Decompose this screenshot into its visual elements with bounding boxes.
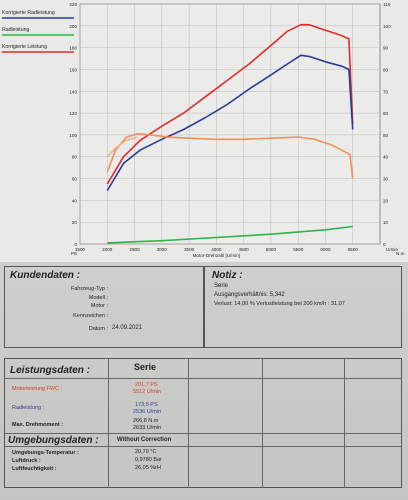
y-right-tick-label: 20 — [383, 198, 389, 203]
notiz-box — [204, 266, 402, 348]
temperatur-value: 20,70 °C — [135, 449, 157, 455]
x-tick-label: 6000 — [320, 247, 331, 252]
umgebungsdaten-heading: Umgebungsdaten : — [8, 435, 99, 446]
table-divider — [344, 358, 345, 488]
y-right-tick-label: 90 — [383, 46, 389, 51]
series-line-radleistung — [107, 225, 353, 244]
y-left-tick-label: 100 — [69, 133, 77, 138]
series-line-drehmoment-2 — [106, 136, 138, 158]
luftfeuchtigkeit-value: 26,05 %rH — [135, 465, 161, 471]
series-line-drehmoment — [106, 133, 354, 179]
dyno-chart: 0 20 40 60 80 100 120 140 160 180 200 220 PS 0 10 20 30 4… — [0, 0, 408, 262]
table-divider — [4, 446, 402, 447]
legend-label-2: Korrigierte Leistung — [2, 44, 47, 50]
motorleistung-label: Motorleistung FWC : — [12, 386, 63, 392]
y-right-tick-label: 70 — [383, 89, 389, 94]
drehmoment-value: 266,8 N.m — [133, 418, 159, 424]
kundendaten-box — [4, 266, 204, 348]
y-right-tick-label: 10 — [383, 220, 389, 225]
y-right-unit-label: N.m — [396, 251, 405, 256]
leistungsdaten-heading: Leistungsdaten : — [10, 365, 91, 376]
radleistung-label: Radleistung : — [12, 405, 45, 411]
radleistung-value: 173,5 PS — [135, 402, 158, 408]
x-tick-label: 1500 — [75, 247, 86, 252]
legend-label-1: Radleistung — [2, 27, 30, 33]
luftdruck-label: Luftdruck : — [12, 458, 41, 464]
table-divider — [262, 358, 263, 488]
x-tick-label: 2000 — [102, 247, 113, 252]
motorleistung-value: 201,7 PS — [135, 382, 158, 388]
y-left-tick-label: 20 — [72, 220, 78, 225]
y-right-tick-label: 40 — [383, 155, 389, 160]
y-right-tick-label: 110 — [383, 2, 391, 7]
y-left-tick-label: 80 — [72, 155, 78, 160]
x-axis-label: Motor-Drehzahl [U/min] — [193, 253, 240, 258]
x-tick-label: 5000 — [266, 247, 277, 252]
drehmoment-label: Max. Drehmoment : — [12, 422, 64, 428]
motorleistung-rpm: 5512 U/min — [133, 389, 162, 395]
series-line-korrigierte-leistung — [106, 23, 354, 185]
modell-label: Modell : — [88, 295, 108, 301]
y-left-tick-label: 0 — [74, 242, 77, 247]
y-right-tick-label: 100 — [383, 24, 391, 29]
y-left-tick-label: 200 — [69, 24, 77, 29]
y-right-tick-label: 50 — [383, 133, 389, 138]
y-right-tick-label: 30 — [383, 177, 389, 182]
motor-label: Motor : — [90, 303, 108, 309]
x-tick-label: 2500 — [129, 247, 140, 252]
y-left-tick-label: 60 — [72, 177, 78, 182]
y-left-tick-label: 160 — [69, 67, 77, 72]
y-left-tick-label: 140 — [69, 89, 77, 94]
series-line-korrigierte-radleistung — [106, 54, 354, 191]
y-right-tick-label: 0 — [383, 242, 386, 247]
temperatur-label: Umgebungs-Temperatur : — [12, 450, 79, 456]
legend-label-0: Korrigierte Radleistung — [2, 10, 55, 16]
kundendaten-heading: Kundendaten : — [10, 270, 80, 281]
x-tick-label: 5500 — [293, 247, 304, 252]
notiz-heading: Notiz : — [212, 270, 243, 281]
x-tick-label: 3000 — [157, 247, 168, 252]
radleistung-rpm: 2536 U/min — [133, 409, 162, 415]
serie-column-header: Serie — [134, 362, 157, 372]
notiz-line-1: Serie — [214, 283, 229, 289]
notiz-line-3: Verlust: 14,00 % Verlustleistung bei 200… — [214, 301, 345, 307]
fahrzeug-typ-label: Fahrzeug-Typ : — [71, 286, 108, 292]
y-left-tick-label: 220 — [69, 2, 77, 7]
datum-value: 24.09.2021 — [112, 325, 143, 331]
x-tick-label: 4000 — [211, 247, 222, 252]
luftdruck-value: 0,9780 Bar — [135, 457, 162, 463]
x-unit-label: U/min — [386, 247, 398, 252]
table-divider — [4, 433, 402, 434]
kennzeichen-label: Kennzeichen : — [73, 313, 108, 319]
datum-label: Datum : — [88, 326, 108, 332]
notiz-line-2: Ausgangsverhältnis: 5,342 — [214, 292, 285, 298]
x-tick-label: 3500 — [184, 247, 195, 252]
table-divider — [4, 378, 402, 379]
y-left-unit-label: PS — [71, 251, 77, 256]
without-correction-header: Without Correction — [117, 437, 172, 443]
y-right-tick-label: 60 — [383, 111, 389, 116]
x-tick-label: 4500 — [239, 247, 250, 252]
x-tick-label: 6500 — [348, 247, 359, 252]
table-divider — [188, 358, 189, 488]
y-right-tick-label: 80 — [383, 67, 389, 72]
table-divider — [108, 358, 109, 488]
plot-area — [79, 3, 381, 245]
y-left-tick-label: 40 — [72, 198, 78, 203]
luftfeuchtigkeit-label: Luftfeuchtigkeit : — [12, 466, 57, 472]
y-left-tick-label: 120 — [69, 111, 77, 116]
y-left-tick-label: 180 — [69, 46, 77, 51]
leistungsdaten-box — [4, 358, 402, 488]
chart-svg: 0 20 40 60 80 100 120 140 160 180 200 220 PS 0 10 20 30 4… — [0, 0, 408, 262]
drehmoment-rpm: 2633 U/min — [133, 425, 162, 431]
